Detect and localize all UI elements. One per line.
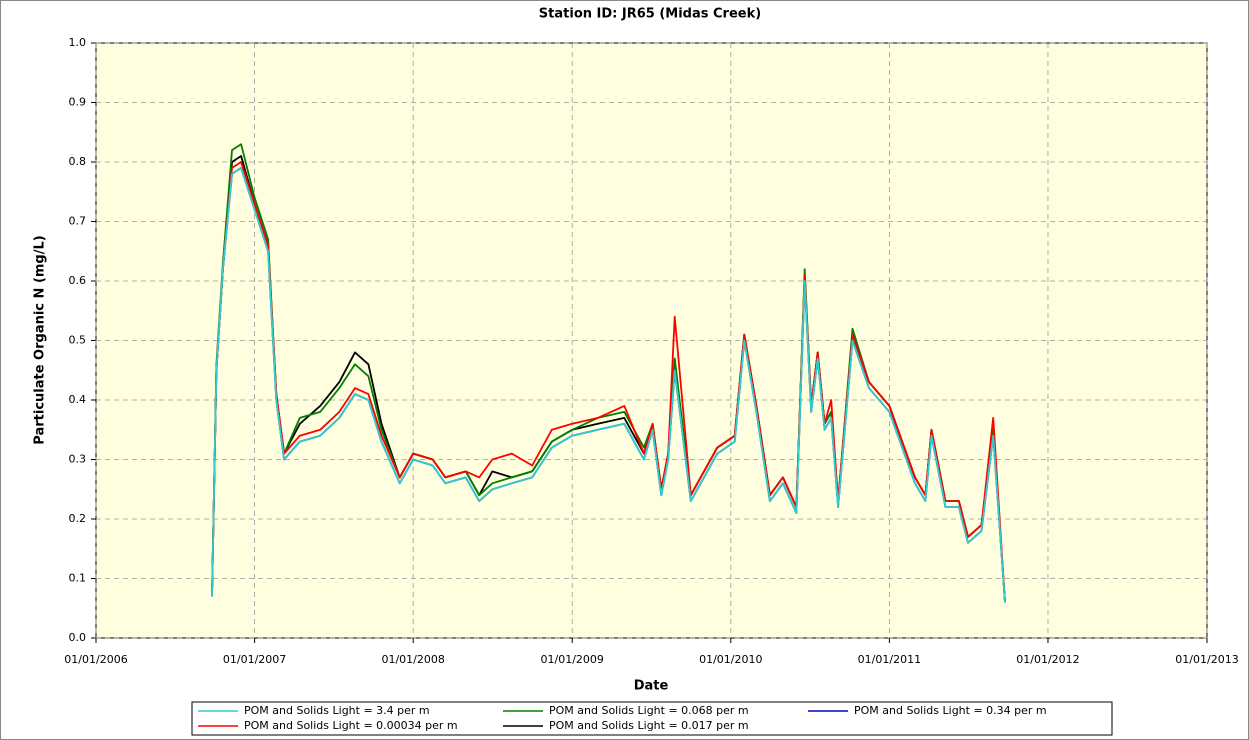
y-tick-label: 0.0 bbox=[69, 631, 87, 644]
y-tick-label: 0.6 bbox=[69, 274, 87, 287]
chart-title: Station ID: JR65 (Midas Creek) bbox=[539, 7, 761, 22]
legend-label: POM and Solids Light = 3.4 per m bbox=[244, 704, 430, 717]
plot-area bbox=[95, 42, 1208, 639]
x-tick-label: 01/01/2007 bbox=[223, 653, 286, 666]
series-line bbox=[211, 167, 1006, 603]
x-tick-label: 01/01/2009 bbox=[541, 653, 604, 666]
y-tick-label: 0.9 bbox=[69, 96, 87, 109]
x-tick-label: 01/01/2008 bbox=[381, 653, 444, 666]
legend-label: POM and Solids Light = 0.00034 per m bbox=[244, 719, 458, 732]
x-tick-label: 01/01/2013 bbox=[1175, 653, 1238, 666]
legend-label: POM and Solids Light = 0.068 per m bbox=[549, 704, 749, 717]
x-tick-label: 01/01/2006 bbox=[64, 653, 127, 666]
y-tick-label: 1.0 bbox=[69, 36, 87, 49]
y-axis-label: Particulate Organic N (mg/L) bbox=[33, 235, 48, 444]
y-tick-label: 0.5 bbox=[69, 334, 87, 347]
y-tick-label: 0.3 bbox=[69, 453, 87, 466]
y-tick-label: 0.8 bbox=[69, 155, 87, 168]
y-tick-label: 0.1 bbox=[69, 572, 87, 585]
legend-label: POM and Solids Light = 0.017 per m bbox=[549, 719, 749, 732]
y-tick-label: 0.7 bbox=[69, 215, 87, 228]
legend bbox=[191, 701, 1113, 736]
series-line bbox=[211, 161, 1006, 603]
x-tick-label: 01/01/2011 bbox=[858, 653, 921, 666]
x-tick-label: 01/01/2012 bbox=[1016, 653, 1079, 666]
legend-label: POM and Solids Light = 0.34 per m bbox=[854, 704, 1047, 717]
y-tick-label: 0.2 bbox=[69, 512, 87, 525]
x-axis-label: Date bbox=[634, 679, 669, 694]
y-tick-label: 0.4 bbox=[69, 393, 87, 406]
x-tick-label: 01/01/2010 bbox=[699, 653, 762, 666]
